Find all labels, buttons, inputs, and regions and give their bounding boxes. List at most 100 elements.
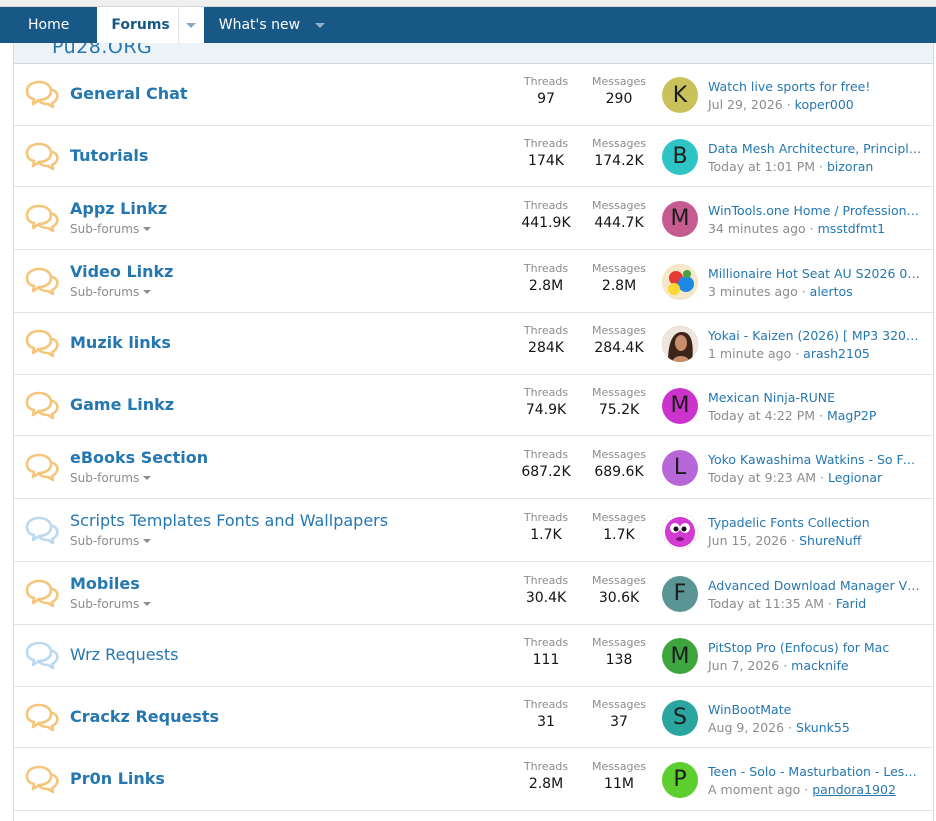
last-post-date[interactable]: 34 minutes ago [708, 220, 806, 236]
avatar[interactable]: B [662, 138, 698, 175]
threads-count: 74.9K [525, 401, 567, 418]
threads-stat: Threads 687.2K [506, 448, 586, 480]
last-post-title[interactable]: Teen - Solo - Masturbation - Lesbia... [708, 763, 922, 779]
last-post-date[interactable]: Jun 15, 2026 [708, 532, 788, 548]
last-post-user[interactable]: pandora1902 [812, 781, 896, 797]
subforums-toggle[interactable]: Sub-forums [70, 470, 152, 485]
nav-whats-new-tab[interactable]: What's new [218, 17, 301, 33]
last-post-date[interactable]: Jun 7, 2026 [708, 658, 780, 673]
chevron-down-icon [143, 226, 152, 231]
avatar[interactable]: F [662, 575, 698, 612]
forum-title[interactable]: Mobiles [70, 573, 140, 593]
messages-stat: Messages 284.4K [579, 324, 659, 356]
forum-title[interactable]: Pr0n Links [70, 768, 165, 788]
last-post-date[interactable]: A moment ago [708, 781, 801, 797]
subforums-label[interactable]: Sub-forums [70, 284, 140, 299]
subforums-label[interactable]: Sub-forums [70, 221, 140, 236]
subforums-label[interactable]: Sub-forums [70, 470, 140, 485]
forum-chat-icon [25, 453, 59, 481]
forum-title[interactable]: Scripts Templates Fonts and Wallpapers [70, 510, 389, 530]
avatar[interactable] [662, 512, 698, 549]
forum-title[interactable]: Muzik links [70, 333, 171, 352]
nav-forums-label[interactable]: Forums [111, 17, 170, 33]
subforums-label[interactable]: Sub-forums [70, 533, 140, 548]
messages-label: Messages [592, 261, 646, 275]
last-post-title[interactable]: Typadelic Fonts Collection [708, 514, 870, 530]
forum-row: Appz Linkz Sub-forums Threads 441.9K Message… [14, 187, 933, 250]
avatar[interactable] [662, 326, 698, 362]
avatar[interactable]: M [662, 200, 698, 237]
last-post-user[interactable]: ShureNuff [799, 532, 862, 548]
last-post-user[interactable]: Legionar [827, 469, 883, 485]
avatar[interactable]: M [662, 638, 698, 674]
last-post-date[interactable]: Today at 9:23 AM [708, 469, 817, 485]
chevron-down-icon [143, 475, 152, 480]
last-post-user[interactable]: msstdfmt1 [817, 220, 886, 236]
last-post-user[interactable]: koper000 [794, 97, 854, 112]
last-post-title[interactable]: Advanced Download Manager V14.... [708, 577, 922, 593]
forum-title[interactable]: Game Linkz [70, 394, 175, 414]
last-post-title[interactable]: Mexican Ninja-RUNE [708, 389, 836, 405]
subforums-toggle[interactable]: Sub-forums [70, 533, 152, 548]
last-post-title[interactable]: WinBootMate [708, 701, 792, 717]
messages-count: 2.8M [601, 277, 637, 294]
last-post-title[interactable]: WinTools.one Home / Professional ... [708, 202, 922, 218]
forum-title[interactable]: Crackz Requests [70, 706, 219, 726]
nav-whats-new-dropdown-icon[interactable] [308, 7, 332, 43]
forum-title[interactable]: Wrz Requests [70, 645, 179, 664]
last-post-title[interactable]: Yoko Kawashima Watkins - So Far fr... [708, 451, 922, 467]
forum-title[interactable]: Tutorials [70, 145, 149, 165]
last-post-title[interactable]: Yokai - Kaizen (2026) [ MP3 320 kb... [708, 328, 922, 343]
messages-count: 11M [604, 775, 634, 792]
subforums-label[interactable]: Sub-forums [70, 596, 140, 611]
avatar[interactable]: K [662, 77, 698, 113]
threads-count: 30.4K [525, 589, 567, 606]
subforums-toggle[interactable]: Sub-forums [70, 284, 152, 299]
last-post-date[interactable]: Today at 1:01 PM [708, 158, 816, 174]
category-header: Pu28.ORG [14, 43, 933, 64]
last-post-user[interactable]: MagP2P [826, 407, 877, 423]
forum-title[interactable]: eBooks Section [70, 447, 209, 467]
avatar[interactable]: M [662, 387, 698, 424]
nav-forums-dropdown-icon[interactable] [177, 7, 204, 43]
threads-count: 1.7K [530, 526, 562, 543]
threads-count: 2.8M [528, 775, 564, 792]
last-post-date[interactable]: Jul 29, 2026 [708, 97, 783, 112]
avatar[interactable]: P [662, 761, 698, 798]
last-post-user[interactable]: arash2105 [803, 346, 870, 361]
last-post-meta: Today at 4:22 PM · MagP2P [708, 408, 876, 423]
messages-label: Messages [592, 447, 646, 461]
last-post-user[interactable]: Farid [835, 595, 867, 611]
last-post-title[interactable]: Data Mesh Architecture, Principles ... [708, 140, 922, 156]
last-post-user[interactable]: Skunk55 [796, 719, 850, 735]
forum-row: Crackz Requests Threads 31 Messages 37 S WinBo… [14, 687, 933, 748]
threads-stat: Threads 97 [506, 75, 586, 107]
messages-label: Messages [592, 510, 646, 524]
threads-count: 284K [528, 340, 564, 356]
avatar[interactable] [662, 263, 698, 300]
last-post-title[interactable]: Millionaire Hot Seat AU S2026 08 1... [708, 265, 922, 281]
last-post-date[interactable]: Aug 9, 2026 [708, 719, 785, 735]
subforums-toggle[interactable]: Sub-forums [70, 596, 152, 611]
nav-forums-tab[interactable]: Forums [97, 7, 204, 43]
forum-title[interactable]: Video Linkz [70, 261, 174, 281]
category-title[interactable]: Pu28.ORG [52, 43, 153, 58]
forum-row: Muzik links Threads 284K Messages 284.4K Yoka… [14, 313, 933, 375]
last-post-date[interactable]: Today at 11:35 AM [708, 595, 824, 611]
forum-title[interactable]: General Chat [70, 84, 188, 103]
avatar[interactable]: L [662, 449, 698, 486]
last-post-meta: Today at 9:23 AM · Legionar [708, 470, 882, 485]
last-post-date[interactable]: Today at 4:22 PM [708, 407, 816, 423]
avatar[interactable]: S [662, 699, 698, 736]
nav-home-tab[interactable]: Home [28, 17, 70, 33]
last-post-title[interactable]: Watch live sports for free! [708, 79, 871, 94]
last-post-user[interactable]: bizoran [826, 158, 874, 174]
last-post-user[interactable]: macknife [791, 658, 849, 673]
last-post-user[interactable]: alertos [809, 283, 853, 299]
forum-title[interactable]: Appz Linkz [70, 198, 168, 218]
last-post-date[interactable]: 1 minute ago [708, 346, 792, 361]
threads-label: Threads [523, 75, 569, 88]
last-post-title[interactable]: PitStop Pro (Enfocus) for Mac [708, 640, 890, 655]
last-post-date[interactable]: 3 minutes ago [708, 283, 798, 299]
subforums-toggle[interactable]: Sub-forums [70, 221, 152, 236]
